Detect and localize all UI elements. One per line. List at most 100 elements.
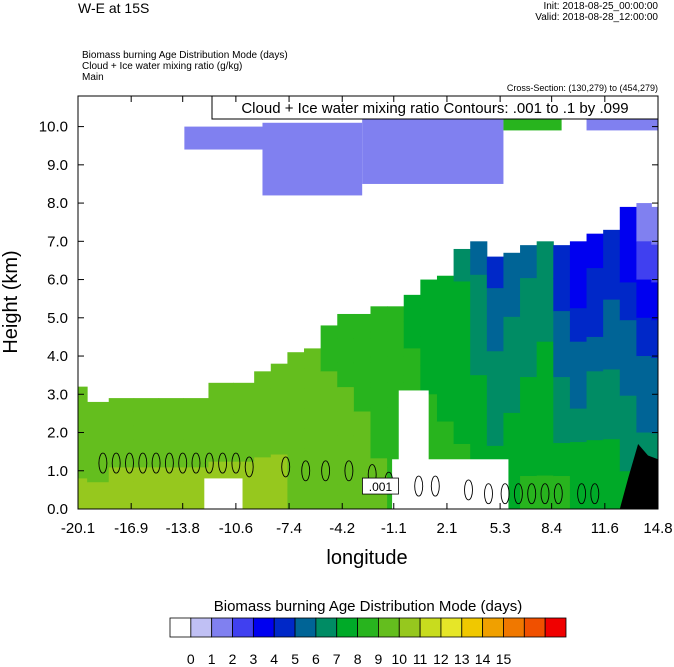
contour-ring	[321, 460, 331, 482]
x-tick-label: -10.6	[219, 520, 253, 537]
age-cell	[254, 388, 272, 407]
age-cell	[619, 244, 637, 283]
colorbar-label: 2	[229, 651, 237, 667]
age-cell	[486, 414, 504, 447]
age-cell	[586, 233, 604, 269]
age-cell	[651, 433, 659, 472]
upper-patch-3	[362, 118, 504, 184]
colorbar-label: 15	[496, 651, 512, 667]
contour-ring	[244, 456, 254, 478]
y-tick-label: 5.0	[47, 310, 68, 327]
age-cell	[183, 467, 209, 482]
age-cell	[183, 398, 209, 413]
contour-info-label: Cloud + Ice water mixing ratio Contours:…	[241, 100, 628, 117]
age-cell	[353, 338, 371, 364]
age-cell	[78, 417, 88, 434]
age-cell	[108, 425, 135, 441]
colorbar-swatch	[252, 617, 275, 638]
age-cell	[420, 308, 438, 338]
age-cell	[353, 387, 371, 412]
age-cell	[108, 495, 135, 510]
colorbar: 0 1 2 3 4 5 6 7 8 9 10 11 12 13 14 15	[169, 617, 567, 667]
age-cell	[353, 411, 371, 437]
age-cell	[337, 387, 355, 412]
age-cell	[183, 453, 209, 468]
colorbar-label: 4	[270, 651, 278, 667]
contour-ring	[178, 452, 188, 474]
age-cell	[503, 348, 521, 382]
age-cell	[520, 377, 538, 411]
age-cell	[287, 469, 305, 490]
age-cell	[470, 274, 488, 309]
age-cell	[586, 302, 604, 338]
age-cell	[586, 405, 604, 441]
age-cell	[420, 279, 438, 309]
age-cell	[553, 377, 571, 411]
age-cell	[453, 346, 471, 380]
age-cell	[586, 474, 604, 510]
age-cell	[651, 244, 659, 283]
age-cell	[158, 495, 185, 510]
age-cell	[270, 363, 288, 383]
colorbar-label: 11	[413, 651, 428, 667]
contour-ring	[513, 483, 523, 505]
age-cell	[337, 313, 355, 339]
contour-ring	[414, 475, 424, 497]
age-cell	[520, 245, 538, 279]
contour-ring	[204, 452, 214, 474]
age-cell	[233, 461, 255, 478]
age-cell	[387, 306, 405, 333]
age-cell	[254, 371, 272, 390]
contour-ring	[430, 475, 440, 497]
age-cell	[619, 395, 637, 434]
contour-ring	[344, 460, 354, 482]
age-cell	[270, 400, 288, 419]
contour-ring	[191, 452, 201, 474]
age-cell	[586, 268, 604, 303]
age-cell	[304, 468, 322, 490]
age-cell	[569, 341, 588, 376]
age-cell	[569, 308, 588, 343]
init-time: Init: 2018-08-25_00:00:00	[543, 1, 658, 12]
age-cell	[553, 311, 571, 345]
age-cell	[370, 356, 388, 383]
age-cell	[270, 490, 288, 510]
age-cell	[133, 425, 160, 441]
age-cell	[320, 486, 338, 510]
age-cell	[603, 474, 621, 510]
age-cell	[486, 382, 504, 415]
age-cell	[270, 381, 288, 401]
age-cell	[403, 321, 421, 349]
age-cell	[320, 440, 338, 464]
age-cell	[108, 467, 135, 482]
age-cell	[586, 440, 604, 476]
terrain	[619, 444, 658, 509]
age-cell	[569, 442, 588, 477]
y-tick-label: 2.0	[47, 425, 68, 442]
age-cell	[486, 256, 504, 289]
age-cell	[287, 489, 305, 510]
age-cell	[536, 475, 554, 510]
age-cell	[536, 375, 554, 410]
age-cell	[133, 495, 160, 510]
age-cell	[603, 264, 621, 301]
age-cell	[208, 414, 234, 431]
age-cell	[536, 241, 554, 276]
y-tick-label: 9.0	[47, 157, 68, 174]
age-cell	[254, 422, 272, 441]
cross-section-label: Cross-Section: (130,279) to (454,279)	[506, 83, 658, 93]
age-cell	[287, 411, 305, 432]
x-tick-label: 5.3	[490, 520, 511, 537]
age-cell	[453, 248, 471, 282]
age-cell	[87, 468, 110, 483]
age-cell	[619, 206, 637, 246]
age-cell	[87, 455, 110, 470]
age-cell	[304, 388, 322, 410]
age-cell	[586, 371, 604, 407]
age-cell	[133, 439, 160, 455]
age-cell	[304, 428, 322, 450]
age-cell	[470, 408, 488, 443]
age-cell	[420, 336, 438, 367]
age-cell	[536, 274, 554, 309]
age-cell	[78, 447, 88, 464]
